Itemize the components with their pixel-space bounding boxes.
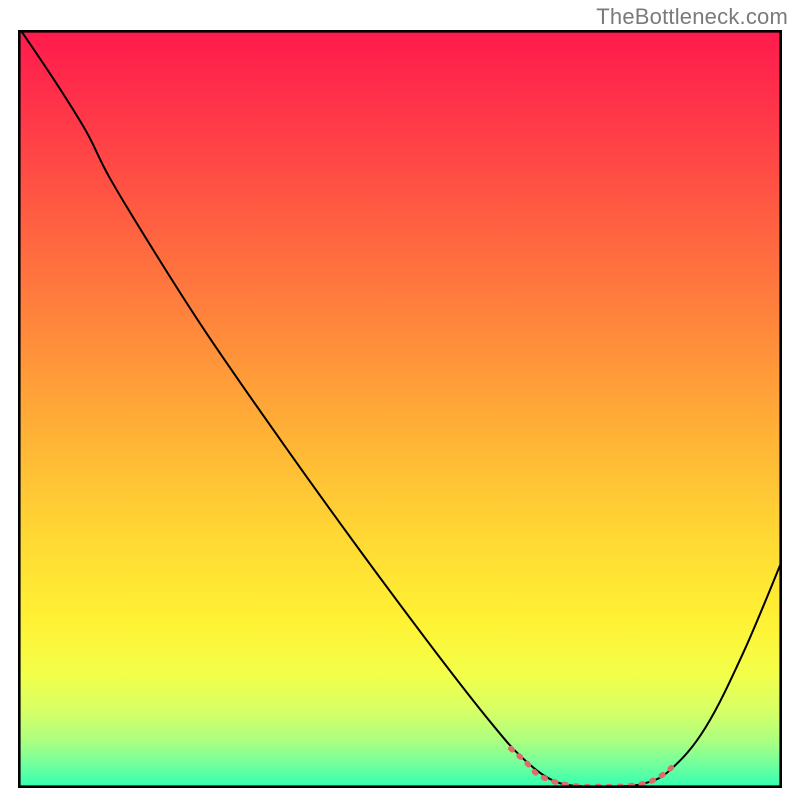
bottleneck-curve-chart <box>18 30 782 788</box>
watermark-text: TheBottleneck.com <box>596 4 788 30</box>
gradient-background <box>18 30 782 788</box>
chart-root: { "watermark": "TheBottleneck.com", "cha… <box>0 0 800 800</box>
chart-area <box>18 30 782 788</box>
